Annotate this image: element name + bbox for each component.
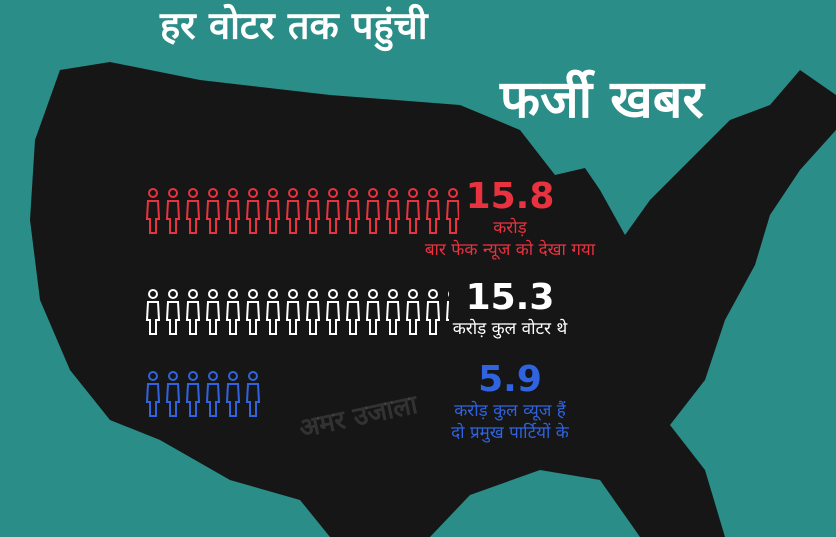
value-label: 5.9 [478,359,542,400]
row-label: बार फेक न्यूज को देखा गया [425,239,596,260]
row-label: करोड़ कुल वोटर थे [453,318,569,339]
row-label: करोड़ कुल व्यूज हैं [454,400,567,421]
chart-title: हर वोटर तक पहुंची [159,4,429,52]
row-label: दो प्रमुख पार्टियों के [451,422,570,443]
icon-row [143,370,261,420]
chart-subtitle: फर्जी खबर [499,69,705,130]
icon-row [143,288,449,338]
value-label: 15.8 [466,176,555,217]
value-label: 15.3 [466,277,555,318]
icon-row [143,187,459,237]
row-label: करोड़ [493,217,527,238]
